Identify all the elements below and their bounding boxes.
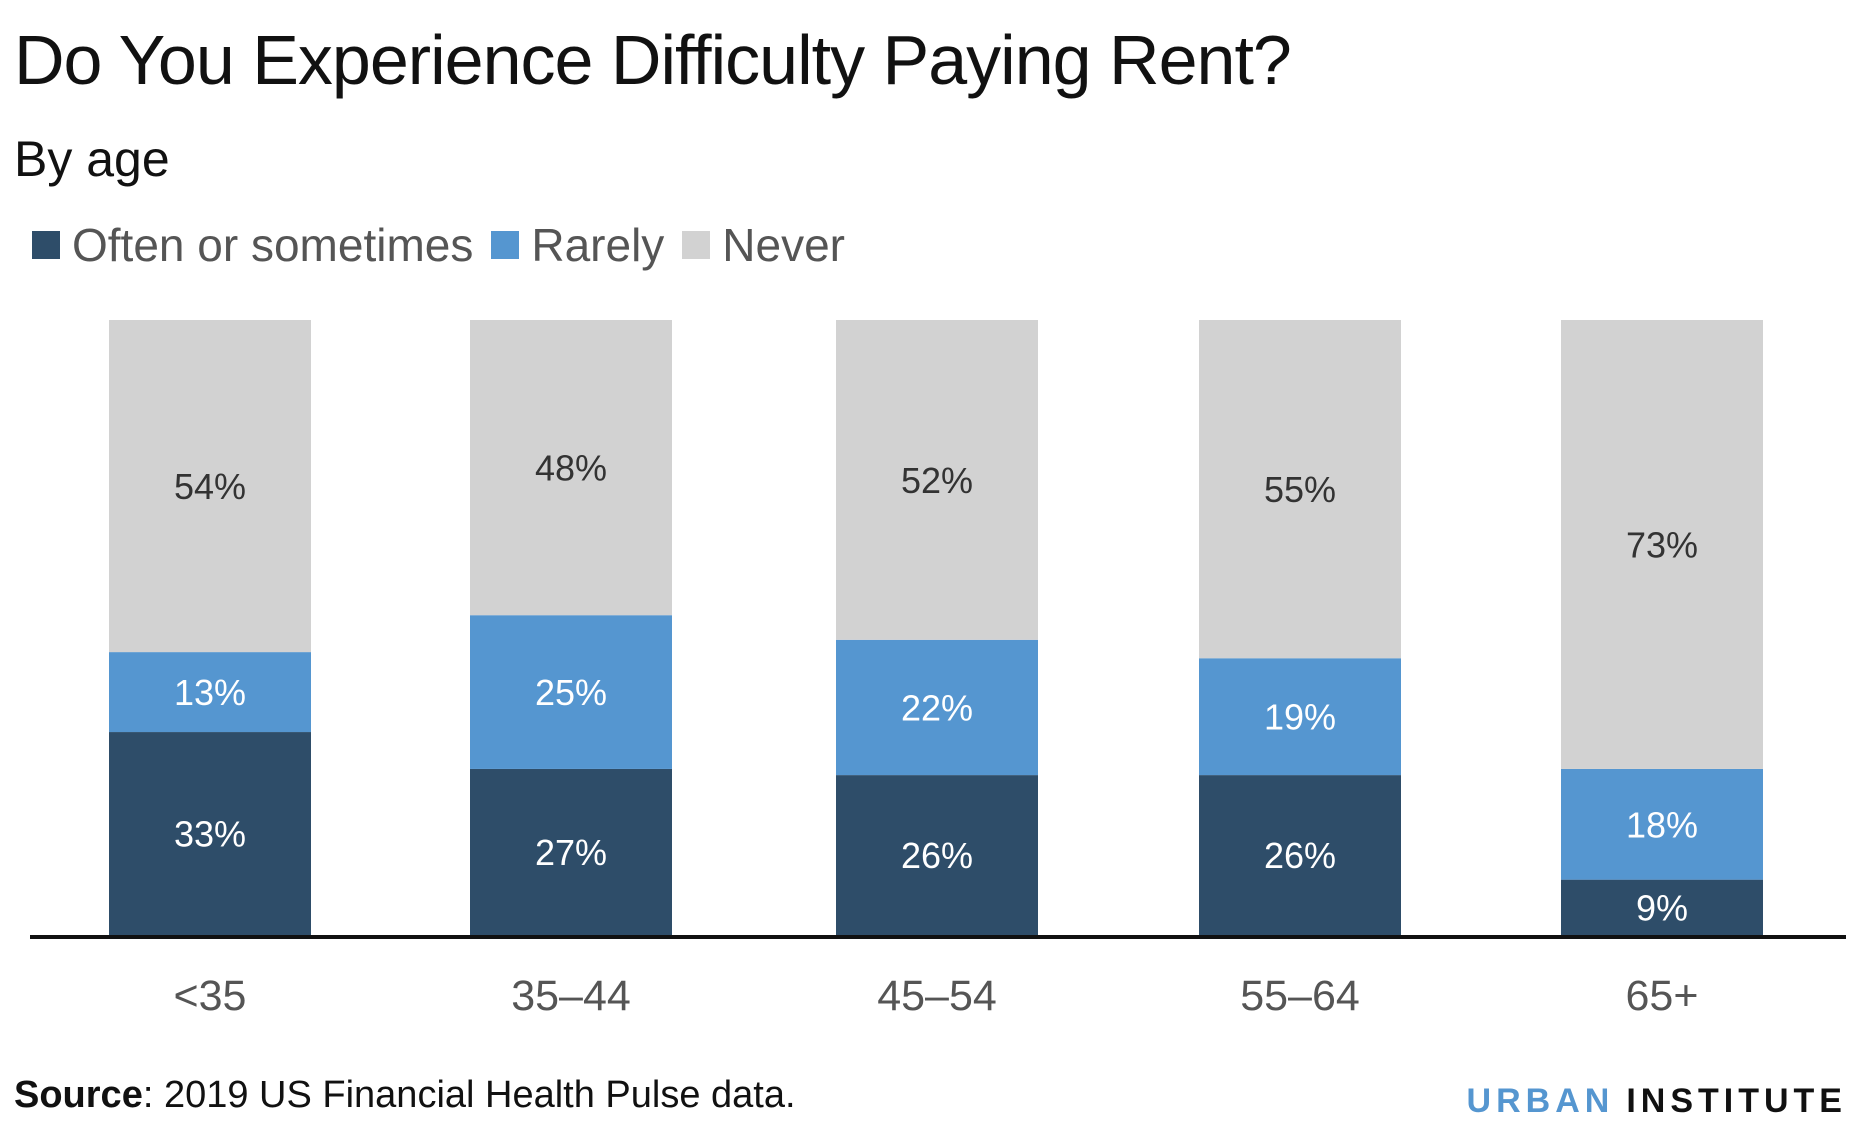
source-label: Source: [14, 1074, 143, 1116]
chart-subtitle: By age: [14, 131, 170, 187]
data-label: 33%: [174, 814, 246, 855]
source-text: : 2019 US Financial Health Pulse data.: [142, 1074, 796, 1116]
urban-institute-logo: URBAN INSTITUTE: [1467, 1082, 1847, 1121]
x-tick-label: 65+: [1626, 972, 1699, 1020]
data-label: 73%: [1626, 524, 1698, 565]
legend-swatch: [682, 231, 711, 259]
bar-segment: [1199, 320, 1401, 659]
x-tick-label: 35–44: [511, 972, 631, 1020]
chart-title: Do You Experience Difficulty Paying Rent…: [14, 21, 1292, 99]
bar-segment: [1561, 768, 1763, 880]
legend-swatch: [491, 231, 520, 259]
bar-segment: [109, 732, 311, 935]
legend-item: Often or sometimes: [32, 218, 473, 272]
bar-segment: [836, 639, 1038, 776]
data-label: 25%: [535, 672, 607, 713]
bar-segment: [836, 775, 1038, 935]
data-label: 48%: [535, 448, 607, 489]
legend-swatch: [32, 231, 60, 259]
logo-urban: URBAN: [1466, 1082, 1615, 1120]
x-tick-label: 45–54: [877, 972, 997, 1020]
bar-segment: [470, 768, 672, 935]
logo-institute: INSTITUTE: [1626, 1082, 1847, 1120]
data-label: 26%: [901, 835, 973, 876]
bar-segment: [470, 615, 672, 769]
data-label: 19%: [1264, 697, 1336, 738]
bar-segment: [1561, 879, 1763, 935]
bar-segment: [470, 320, 672, 616]
data-label: 27%: [535, 832, 607, 873]
data-label: 18%: [1626, 804, 1698, 845]
bar-segment: [109, 320, 311, 653]
source-note: Source: 2019 US Financial Health Pulse d…: [14, 1074, 796, 1117]
legend-label: Often or sometimes: [72, 219, 474, 271]
data-label: 55%: [1264, 469, 1336, 510]
legend-item: Never: [682, 218, 845, 272]
data-label: 26%: [1264, 835, 1336, 876]
bar-segment: [109, 652, 311, 733]
bar-segment: [1561, 320, 1763, 769]
data-label: 13%: [174, 672, 246, 713]
data-label: 54%: [174, 466, 246, 507]
legend: Often or sometimes Rarely Never: [32, 218, 863, 272]
data-label: 52%: [901, 460, 973, 501]
legend-item: Rarely: [491, 218, 664, 272]
data-label: 22%: [901, 687, 973, 728]
bar-segment: [1199, 658, 1401, 776]
legend-label: Rarely: [531, 219, 665, 271]
legend-label: Never: [722, 219, 846, 271]
x-tick-label: 55–64: [1240, 972, 1360, 1020]
x-tick-label: <35: [174, 972, 247, 1020]
bar-segment: [836, 320, 1038, 640]
data-label: 9%: [1636, 887, 1688, 928]
bar-segment: [1199, 775, 1401, 935]
